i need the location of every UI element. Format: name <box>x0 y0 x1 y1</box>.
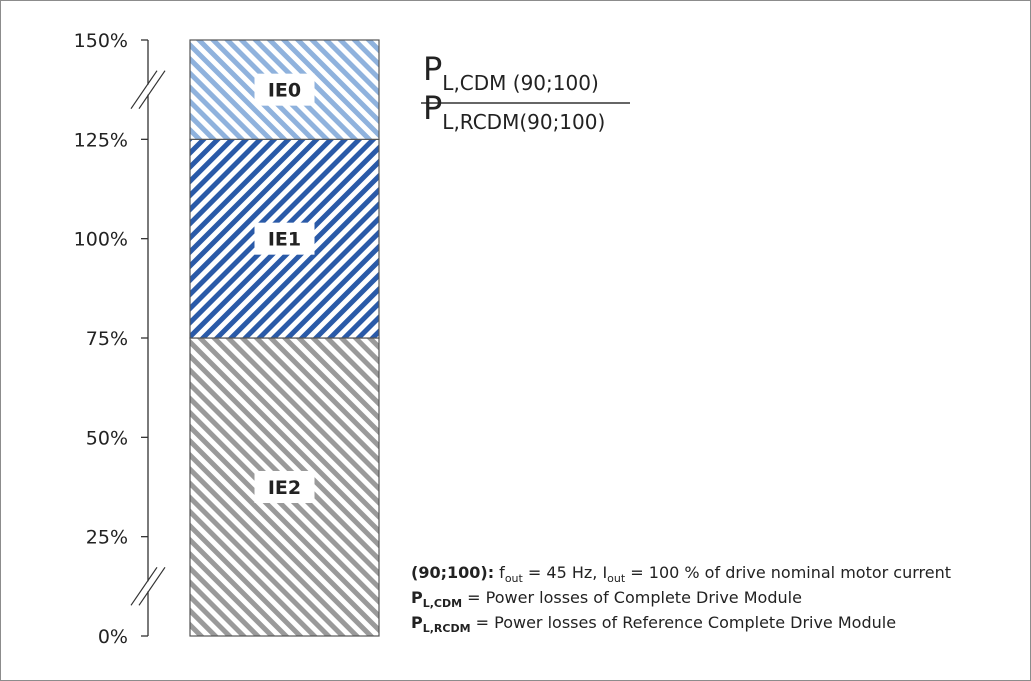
axis-break-stroke <box>138 70 166 110</box>
axis-breaks <box>130 70 166 606</box>
y-tick-label: 0% <box>98 626 128 648</box>
formula: PL,CDM (90;100) PL,RCDM(90;100) <box>421 50 630 134</box>
note-line: PL,CDM = Power losses of Complete Drive … <box>411 588 802 610</box>
segment-label-bg <box>254 73 315 106</box>
stacked-bar: IE2 IE1 IE0 <box>189 39 380 637</box>
y-tick-label: 75% <box>86 328 128 350</box>
y-tick-label: 100% <box>74 229 128 251</box>
segment-label: IE0 <box>268 80 301 102</box>
formula-numerator: PL,CDM (90;100) <box>423 50 599 95</box>
bar-segment-ie0: IE0 <box>189 39 380 140</box>
note-line: PL,RCDM = Power losses of Reference Comp… <box>411 613 896 635</box>
y-axis: 0% 25% 50% 75% 100% 125% 150% <box>74 30 149 648</box>
formula-denominator: PL,RCDM(90;100) <box>423 89 605 134</box>
y-tick-label: 25% <box>86 527 128 549</box>
segment-label: IE2 <box>268 477 301 499</box>
segment-label-bg <box>254 471 315 503</box>
axis-break <box>130 566 166 606</box>
segment-label-bg <box>254 222 315 255</box>
axis-break-gap <box>146 84 150 95</box>
axis-break-stroke <box>130 70 158 110</box>
axis-break-stroke <box>138 566 166 606</box>
segment-label: IE1 <box>268 229 301 251</box>
y-tick-label: 150% <box>74 30 128 52</box>
axis-break <box>130 70 166 110</box>
notes: (90;100): fout = 45 Hz, Iout = 100 % of … <box>411 563 951 635</box>
note-line: (90;100): fout = 45 Hz, Iout = 100 % of … <box>411 563 951 585</box>
y-tick-label: 125% <box>74 129 128 151</box>
bar-segment-ie2: IE2 <box>189 337 380 637</box>
axis-break-gap <box>146 581 150 592</box>
bar-segment-ie1: IE1 <box>189 138 380 339</box>
axis-break-stroke <box>130 566 158 606</box>
y-tick-label: 50% <box>86 427 128 449</box>
